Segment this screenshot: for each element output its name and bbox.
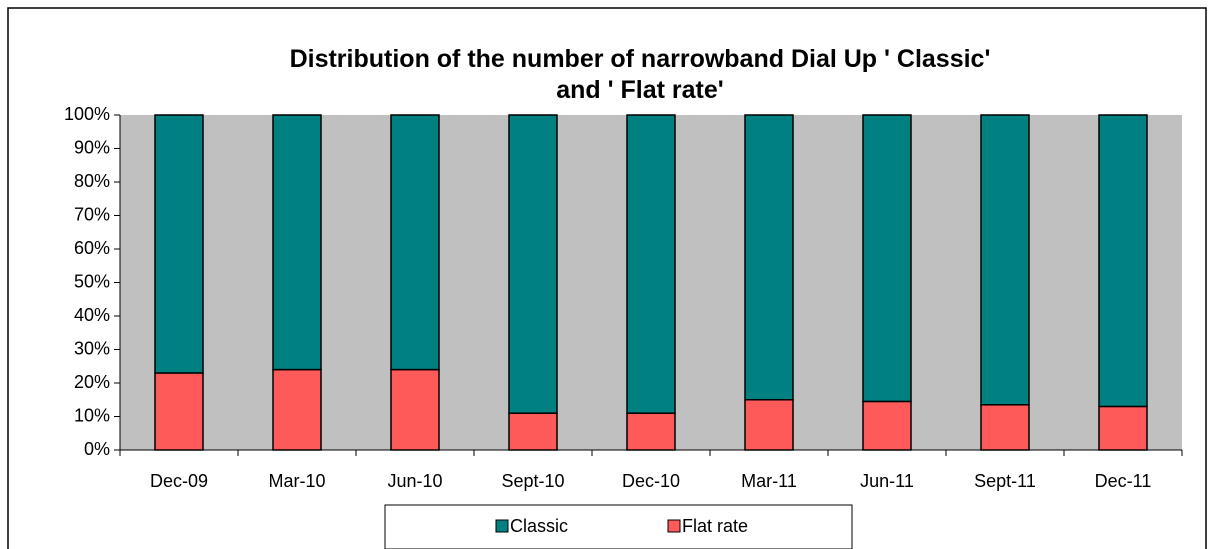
- bar-segment: [1098, 114, 1148, 408]
- x-tick-label: Mar-11: [741, 471, 797, 491]
- y-tick-label: 40%: [74, 305, 110, 325]
- bar-segment: [154, 372, 204, 451]
- x-tick-label: Jun-11: [860, 471, 914, 491]
- legend-swatch: [667, 519, 681, 533]
- bar-segment: [862, 114, 912, 403]
- bar-segment: [154, 114, 204, 374]
- bar-segment: [980, 404, 1030, 451]
- bar-segment: [508, 114, 558, 414]
- legend-label: Flat rate: [682, 516, 748, 536]
- legend-swatch: [495, 519, 509, 533]
- bar-segment: [272, 114, 322, 371]
- y-tick-label: 20%: [74, 372, 110, 392]
- x-tick-label: Sept-11: [974, 471, 1036, 491]
- bar-segment: [508, 412, 558, 451]
- x-tick-label: Sept-10: [501, 471, 564, 491]
- bar-segment: [272, 368, 322, 451]
- bar-segment: [626, 114, 676, 414]
- bar-segment: [390, 368, 440, 451]
- y-tick-label: 60%: [74, 238, 110, 258]
- bar-segment: [744, 114, 794, 401]
- bar-segment: [744, 399, 794, 451]
- y-tick-label: 90%: [74, 137, 110, 157]
- y-tick-label: 80%: [74, 171, 110, 191]
- x-tick-label: Dec-11: [1095, 471, 1152, 491]
- legend: [384, 504, 853, 549]
- chart-title: Distribution of the number of narrowband…: [290, 45, 991, 104]
- bar-segment: [980, 114, 1030, 406]
- x-tick-label: Jun-10: [387, 471, 442, 491]
- legend-label: Classic: [510, 516, 568, 536]
- x-tick-label: Dec-10: [622, 471, 680, 491]
- y-tick-label: 10%: [74, 405, 110, 425]
- y-tick-label: 100%: [64, 104, 110, 124]
- y-tick-label: 30%: [74, 338, 110, 358]
- y-tick-label: 0%: [84, 439, 110, 459]
- x-tick-label: Mar-10: [268, 471, 325, 491]
- bar-segment: [390, 114, 440, 371]
- bar-segment: [626, 412, 676, 451]
- bar-segment: [1098, 405, 1148, 451]
- y-tick-label: 70%: [74, 204, 110, 224]
- y-tick-label: 50%: [74, 271, 110, 291]
- bar-segment: [862, 400, 912, 451]
- x-tick-label: Dec-09: [150, 471, 208, 491]
